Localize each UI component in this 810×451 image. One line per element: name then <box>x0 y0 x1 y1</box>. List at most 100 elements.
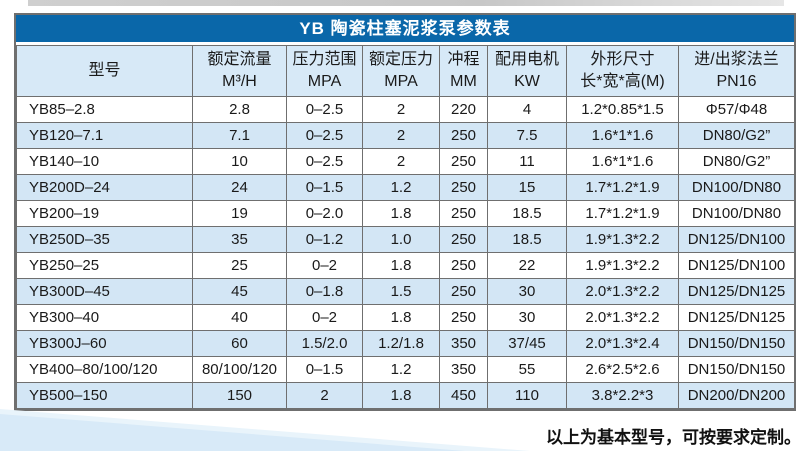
table-cell: 1.7*1.2*1.9 <box>566 174 679 201</box>
table-cell: YB200–19 <box>16 200 193 227</box>
table-cell: 0–2 <box>286 252 363 279</box>
table-cell: 37/45 <box>487 330 567 357</box>
table-row: YB250D–35 35 0–1.2 1.0 250 18.5 1.9*1.3*2.2 DN1… <box>16 226 795 253</box>
table-cell: 7.5 <box>487 122 567 149</box>
table-title: YB 陶瓷柱塞泥浆泵参数表 <box>16 15 794 45</box>
table-cell: 450 <box>439 382 488 409</box>
table-cell: DN100/DN80 <box>678 200 795 227</box>
table-cell: DN125/DN100 <box>678 226 795 253</box>
table-cell: 150 <box>192 382 287 409</box>
table-cell: 18.5 <box>487 200 567 227</box>
table-cell: 15 <box>487 174 567 201</box>
table-cell: DN125/DN125 <box>678 304 795 331</box>
table-row: YB85–2.8 2.8 0–2.5 2 220 4 1.2*0.85*1.5 Φ57/Φ48 <box>16 96 795 123</box>
table-cell: YB140–10 <box>16 148 193 175</box>
table-cell: 0–1.5 <box>286 174 363 201</box>
table-cell: 110 <box>487 382 567 409</box>
table-cell: YB250D–35 <box>16 226 193 253</box>
table-cell: 0–2 <box>286 304 363 331</box>
table-cell: 1.9*1.3*2.2 <box>566 252 679 279</box>
table-cell: 60 <box>192 330 287 357</box>
table-body: YB85–2.8 2.8 0–2.5 2 220 4 1.2*0.85*1.5 Φ57/Φ48… <box>16 96 795 409</box>
table-cell: Φ57/Φ48 <box>678 96 795 123</box>
table-cell: 19 <box>192 200 287 227</box>
table-cell: 1.9*1.3*2.2 <box>566 226 679 253</box>
table-cell: 250 <box>439 278 488 305</box>
table-cell: 1.2/1.8 <box>362 330 440 357</box>
table-cell: 3.8*2.2*3 <box>566 382 679 409</box>
table-cell: 1.5/2.0 <box>286 330 363 357</box>
table-cell: DN80/G2” <box>678 148 795 175</box>
table-cell: DN150/DN150 <box>678 356 795 383</box>
column-header: 额定压力 MPA <box>362 45 440 97</box>
table-cell: 1.6*1*1.6 <box>566 122 679 149</box>
table-cell: 1.8 <box>362 382 440 409</box>
table-cell: 2 <box>362 148 440 175</box>
scan-edge-artifact <box>28 0 784 6</box>
table-cell: 1.8 <box>362 200 440 227</box>
table-cell: YB400–80/100/120 <box>16 356 193 383</box>
table-cell: 2.0*1.3*2.2 <box>566 278 679 305</box>
table-row: YB250–25 25 0–2 1.8 250 22 1.9*1.3*2.2 DN125/DN… <box>16 252 795 279</box>
table-cell: 350 <box>439 356 488 383</box>
table-cell: YB300J–60 <box>16 330 193 357</box>
table-cell: 1.7*1.2*1.9 <box>566 200 679 227</box>
table-cell: 0–2.5 <box>286 148 363 175</box>
table-row: YB120–7.1 7.1 0–2.5 2 250 7.5 1.6*1*1.6 DN80/G2… <box>16 122 795 149</box>
table-cell: 40 <box>192 304 287 331</box>
column-header: 压力范围 MPA <box>286 45 363 97</box>
table-cell: 0–1.2 <box>286 226 363 253</box>
table-cell: 0–2.5 <box>286 122 363 149</box>
table-cell: 1.6*1*1.6 <box>566 148 679 175</box>
table-cell: 220 <box>439 96 488 123</box>
table-cell: 10 <box>192 148 287 175</box>
table-cell: 11 <box>487 148 567 175</box>
table-cell: 0–1.8 <box>286 278 363 305</box>
table-cell: DN100/DN80 <box>678 174 795 201</box>
table-cell: 22 <box>487 252 567 279</box>
table-cell: 1.8 <box>362 252 440 279</box>
table-cell: 250 <box>439 252 488 279</box>
table-row: YB500–150 150 2 1.8 450 110 3.8*2.2*3 DN200/DN2… <box>16 382 795 409</box>
table-cell: 7.1 <box>192 122 287 149</box>
table-row: YB140–10 10 0–2.5 2 250 11 1.6*1*1.6 DN80/G2” <box>16 148 795 175</box>
table-cell: 2.0*1.3*2.4 <box>566 330 679 357</box>
parameter-table: 型号 额定流量 M³/H 压力范围 MPA 额定压力 MPA 冲程 MM 配用电机 KW 外形尺寸 长*… <box>16 45 795 409</box>
table-row: YB300–40 40 0–2 1.8 250 30 2.0*1.3*2.2 DN125/DN… <box>16 304 795 331</box>
table-cell: 1.0 <box>362 226 440 253</box>
table-row: YB300J–60 60 1.5/2.0 1.2/1.8 350 37/45 2.0*1.3… <box>16 330 795 357</box>
column-header: 外形尺寸 长*宽*高(M) <box>566 45 679 97</box>
table-cell: 2 <box>362 122 440 149</box>
table-cell: YB500–150 <box>16 382 193 409</box>
table-cell: 2 <box>362 96 440 123</box>
table-cell: 2 <box>286 382 363 409</box>
table-cell: 2.8 <box>192 96 287 123</box>
table-cell: 0–1.5 <box>286 356 363 383</box>
table-row: YB400–80/100/120 80/100/120 0–1.5 1.2 350 55 2… <box>16 356 795 383</box>
table-cell: 4 <box>487 96 567 123</box>
table-row: YB300D–45 45 0–1.8 1.5 250 30 2.0*1.3*2.2 DN125… <box>16 278 795 305</box>
table-cell: DN125/DN100 <box>678 252 795 279</box>
column-header: 额定流量 M³/H <box>192 45 287 97</box>
pump-parameter-table: YB 陶瓷柱塞泥浆泵参数表 型号 额定流量 M³/H 压力范围 MPA 额定压力 MPA 冲程… <box>14 13 796 411</box>
table-cell: DN150/DN150 <box>678 330 795 357</box>
table-cell: DN80/G2” <box>678 122 795 149</box>
footer-note: 以上为基本型号，可按要求定制。 <box>546 428 801 447</box>
table-cell: YB200D–24 <box>16 174 193 201</box>
table-cell: 1.2 <box>362 174 440 201</box>
table-cell: YB120–7.1 <box>16 122 193 149</box>
table-cell: YB85–2.8 <box>16 96 193 123</box>
table-cell: 1.2*0.85*1.5 <box>566 96 679 123</box>
table-cell: 350 <box>439 330 488 357</box>
table-cell: YB300–40 <box>16 304 193 331</box>
table-cell: 45 <box>192 278 287 305</box>
table-cell: 2.0*1.3*2.2 <box>566 304 679 331</box>
table-cell: 0–2.0 <box>286 200 363 227</box>
table-row: YB200–19 19 0–2.0 1.8 250 18.5 1.7*1.2*1.9 DN10… <box>16 200 795 227</box>
table-cell: 55 <box>487 356 567 383</box>
table-cell: 35 <box>192 226 287 253</box>
table-cell: 80/100/120 <box>192 356 287 383</box>
header-row: 型号 额定流量 M³/H 压力范围 MPA 额定压力 MPA 冲程 MM 配用电机 KW 外形尺寸 长*… <box>16 45 795 97</box>
table-cell: 2.6*2.5*2.6 <box>566 356 679 383</box>
column-header: 进/出浆法兰 PN16 <box>678 45 795 97</box>
